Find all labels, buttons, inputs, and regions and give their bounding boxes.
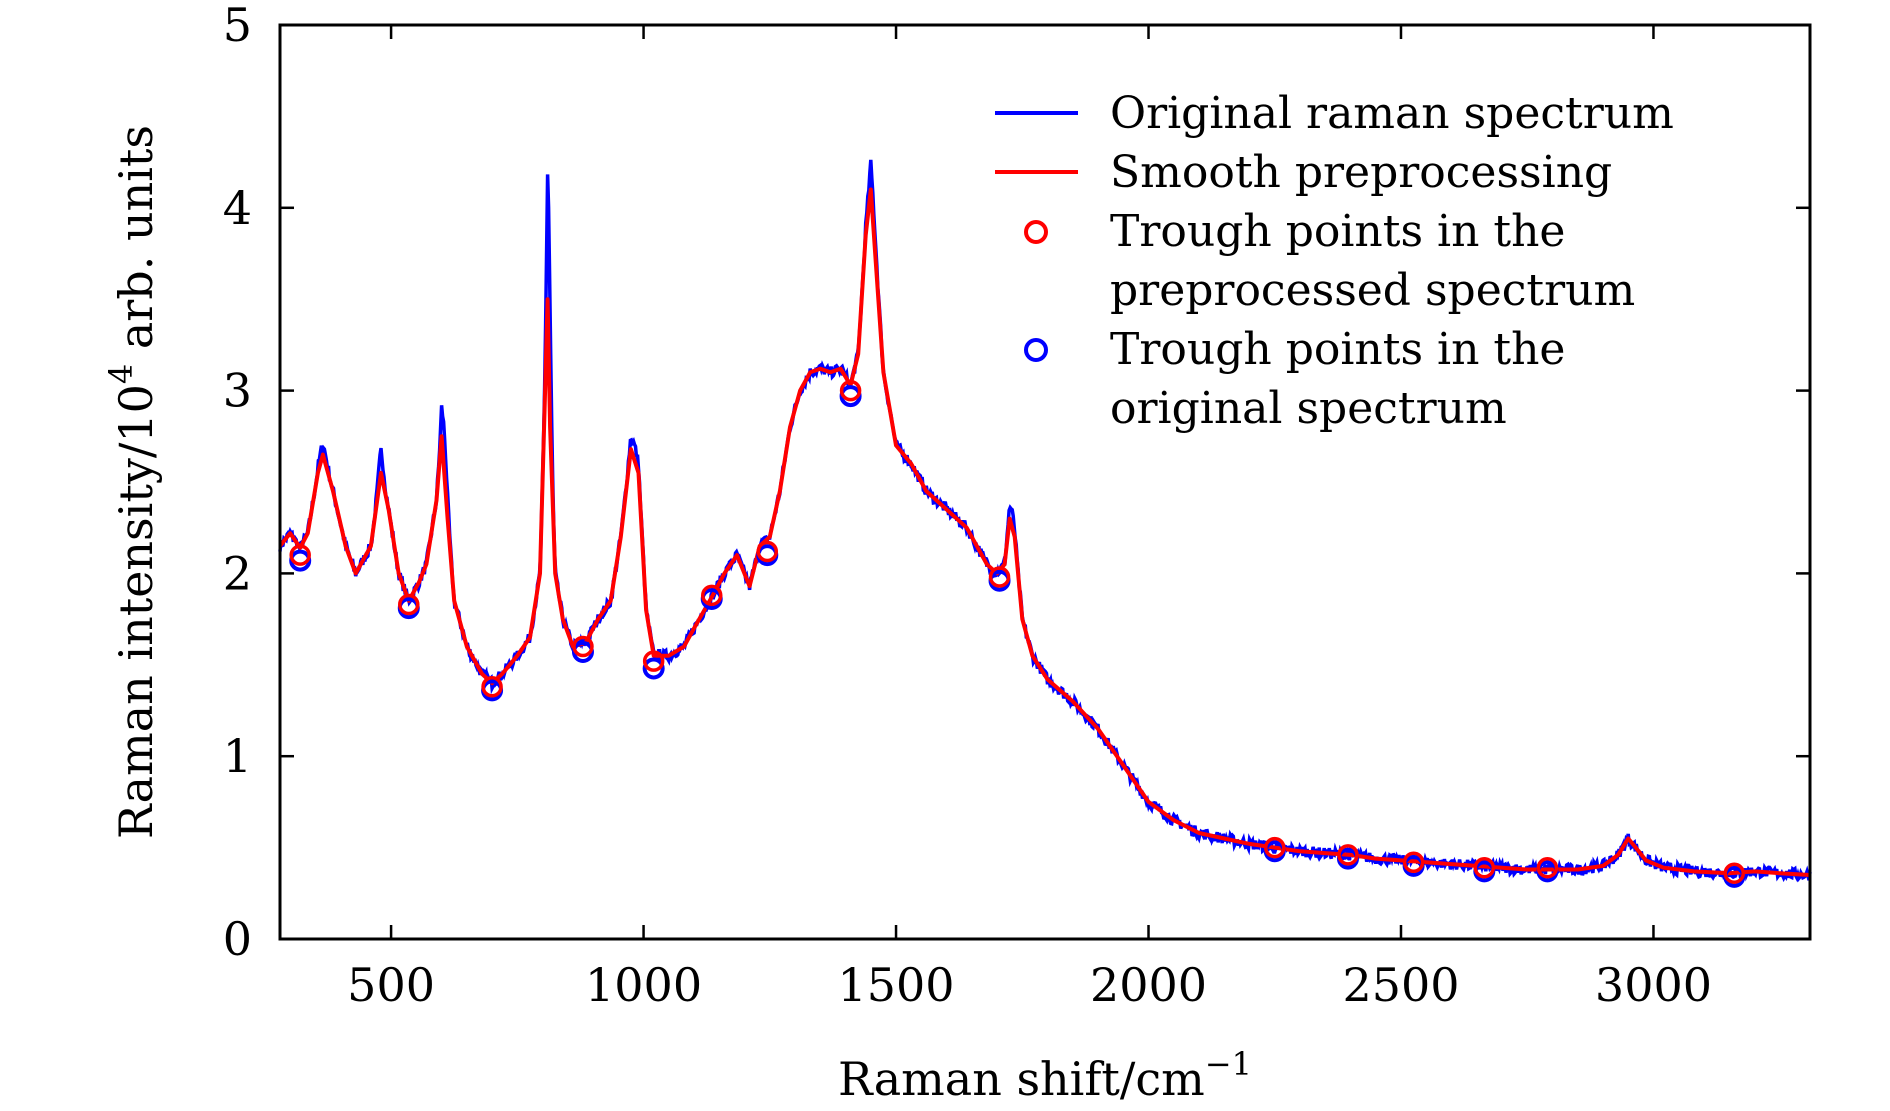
x-tick-label: 500 — [347, 958, 435, 1012]
trough-preprocessed-point — [642, 650, 665, 672]
x-tick-label: 2000 — [1090, 958, 1207, 1012]
legend-trough-orig-marker — [1024, 338, 1048, 362]
legend-trough-pre-label-line1: Trough points in the — [1110, 206, 1565, 257]
trough-preprocessed-point — [398, 593, 420, 616]
legend-trough-orig-label-line1: Trough points in the — [1110, 324, 1565, 375]
legend-smooth-label: Smooth preprocessing — [1110, 147, 1612, 198]
trough-preprocessed-point — [481, 675, 503, 698]
trough-original-point — [642, 657, 665, 680]
x-tick-label: 2500 — [1342, 958, 1459, 1012]
y-tick-label: 3 — [223, 364, 252, 418]
legend-original-label: Original raman spectrum — [1110, 88, 1674, 139]
plot-frame — [278, 23, 1812, 941]
trough-preprocessed-point — [1337, 844, 1359, 866]
trough-preprocessed-point — [988, 566, 1011, 588]
x-tick-label: 3000 — [1595, 958, 1712, 1012]
trough-preprocessed-point — [839, 379, 862, 402]
legend: Original raman spectrum Smooth preproces… — [995, 88, 1674, 434]
trough-preprocessed-point — [1264, 836, 1286, 859]
trough-preprocessed-point — [1473, 856, 1496, 879]
plot-area — [278, 159, 1812, 888]
y-tick-label: 5 — [223, 0, 252, 52]
x-tick-label: 1000 — [585, 958, 702, 1012]
y-tick-label: 4 — [223, 181, 252, 235]
x-tick-label: 1500 — [838, 958, 955, 1012]
axis-ticks: 500 1000 1500 2000 2500 3000 0 1 2 3 4 5 — [223, 0, 1810, 1012]
legend-trough-pre-marker — [1024, 220, 1048, 244]
trough-preprocessed-point — [700, 584, 723, 607]
trough-preprocessed-point — [1723, 862, 1746, 884]
y-tick-label: 1 — [223, 729, 252, 783]
y-axis-label: Raman intensity/104 arb. units — [102, 125, 163, 839]
y-tick-label: 0 — [223, 912, 252, 966]
legend-trough-pre-label-line2: preprocessed spectrum — [1110, 265, 1635, 316]
trough-preprocessed-point — [1402, 851, 1425, 873]
trough-preprocessed-point — [1536, 856, 1559, 879]
legend-trough-orig-label-line2: original spectrum — [1110, 383, 1507, 434]
y-tick-label: 2 — [223, 546, 252, 600]
trough-preprocessed-point — [756, 540, 779, 563]
trough-preprocessed-point — [289, 544, 311, 566]
trough-preprocessed-point — [572, 635, 594, 658]
x-axis-label: Raman shift/cm−1 — [838, 1045, 1252, 1106]
